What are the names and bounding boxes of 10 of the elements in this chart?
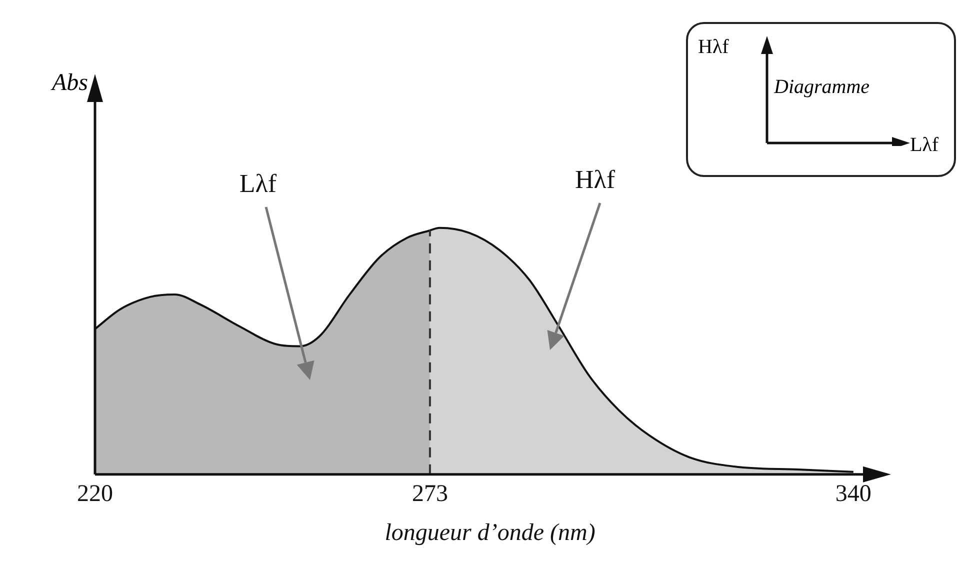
text: Hλf (698, 36, 729, 59)
text: Hλf (574, 165, 616, 194)
text: Lλf (910, 134, 939, 157)
x-tick-label: 340 (835, 481, 872, 508)
text: Lλf (239, 169, 277, 198)
text: Abs (52, 70, 88, 97)
x-tick-label: 273 (412, 481, 448, 508)
x-axis-title: longueur d’onde (nm) (384, 520, 596, 546)
text: Diagramme (774, 76, 870, 99)
x-tick-label: 220 (77, 481, 113, 508)
